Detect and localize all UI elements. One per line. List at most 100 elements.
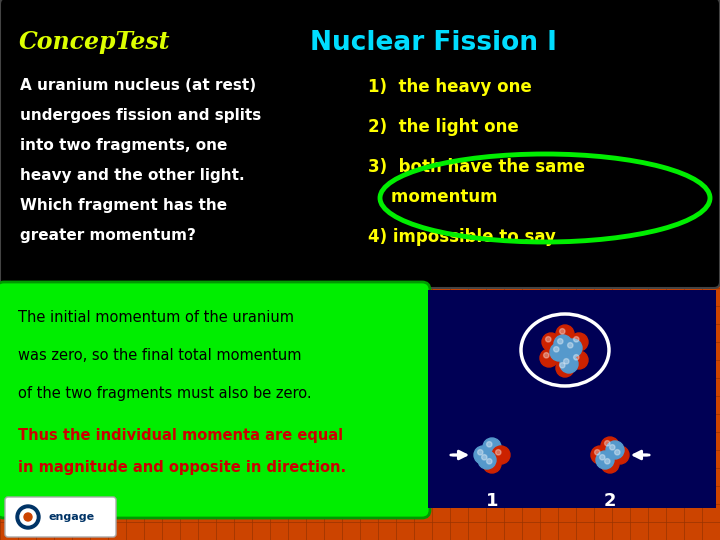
Bar [703,433,719,449]
Bar [217,217,233,233]
Bar [379,235,395,251]
Bar [181,37,197,53]
Bar [559,325,575,341]
Bar [685,199,701,215]
Bar [541,91,557,107]
Bar [181,469,197,485]
Bar [289,145,305,161]
Bar [487,1,503,17]
Bar [397,145,413,161]
Bar [559,343,575,359]
Bar [415,109,431,125]
Bar [415,487,431,503]
Bar [415,361,431,377]
Bar [379,37,395,53]
Bar [379,73,395,89]
Bar [487,145,503,161]
Bar [37,127,53,143]
Bar [271,109,287,125]
Bar [91,217,107,233]
Bar [541,271,557,287]
Bar [37,73,53,89]
Bar [667,397,683,413]
Bar [595,19,611,35]
Bar [307,343,323,359]
Bar [307,253,323,269]
Bar [289,469,305,485]
Bar [325,91,341,107]
Bar [289,181,305,197]
Bar [145,109,161,125]
Bar [91,469,107,485]
Bar [595,217,611,233]
Circle shape [600,455,605,460]
Bar [55,505,71,521]
Bar [217,55,233,71]
Bar [523,181,539,197]
Bar [451,343,467,359]
Bar [595,379,611,395]
Bar [271,181,287,197]
Bar [19,325,35,341]
Bar [55,343,71,359]
Bar [253,163,269,179]
Bar [163,523,179,539]
Bar [379,325,395,341]
Circle shape [564,339,582,357]
Text: 2)  the light one: 2) the light one [368,118,518,136]
Bar [361,487,377,503]
Bar [307,217,323,233]
Bar [325,379,341,395]
Bar [289,91,305,107]
Bar [685,127,701,143]
Bar [577,217,593,233]
Bar [1,325,17,341]
Bar [613,181,629,197]
Bar [271,271,287,287]
Bar [127,415,143,431]
Bar [271,415,287,431]
Bar [235,343,251,359]
Bar [307,487,323,503]
Bar [613,397,629,413]
Bar [397,1,413,17]
Bar [667,433,683,449]
Bar [451,253,467,269]
Bar [433,397,449,413]
Bar [649,415,665,431]
Bar [541,469,557,485]
Bar [559,271,575,287]
Bar [235,325,251,341]
Bar [289,361,305,377]
Bar [685,235,701,251]
Bar [145,523,161,539]
Bar [523,19,539,35]
Bar [91,289,107,305]
Bar [631,217,647,233]
Bar [91,55,107,71]
Bar [361,271,377,287]
Bar [415,469,431,485]
Bar [541,217,557,233]
Bar [613,289,629,305]
Bar [505,433,521,449]
Bar [613,325,629,341]
Bar [109,397,125,413]
Circle shape [564,359,569,364]
Bar [181,289,197,305]
Bar [523,379,539,395]
Bar [1,343,17,359]
Bar [451,415,467,431]
Bar [613,307,629,323]
Bar [415,433,431,449]
Bar [145,343,161,359]
Bar [613,415,629,431]
Bar [127,73,143,89]
Bar [37,217,53,233]
Bar [253,91,269,107]
Bar [685,1,701,17]
Bar [469,181,485,197]
Bar [91,73,107,89]
Bar [451,397,467,413]
Circle shape [567,342,573,348]
